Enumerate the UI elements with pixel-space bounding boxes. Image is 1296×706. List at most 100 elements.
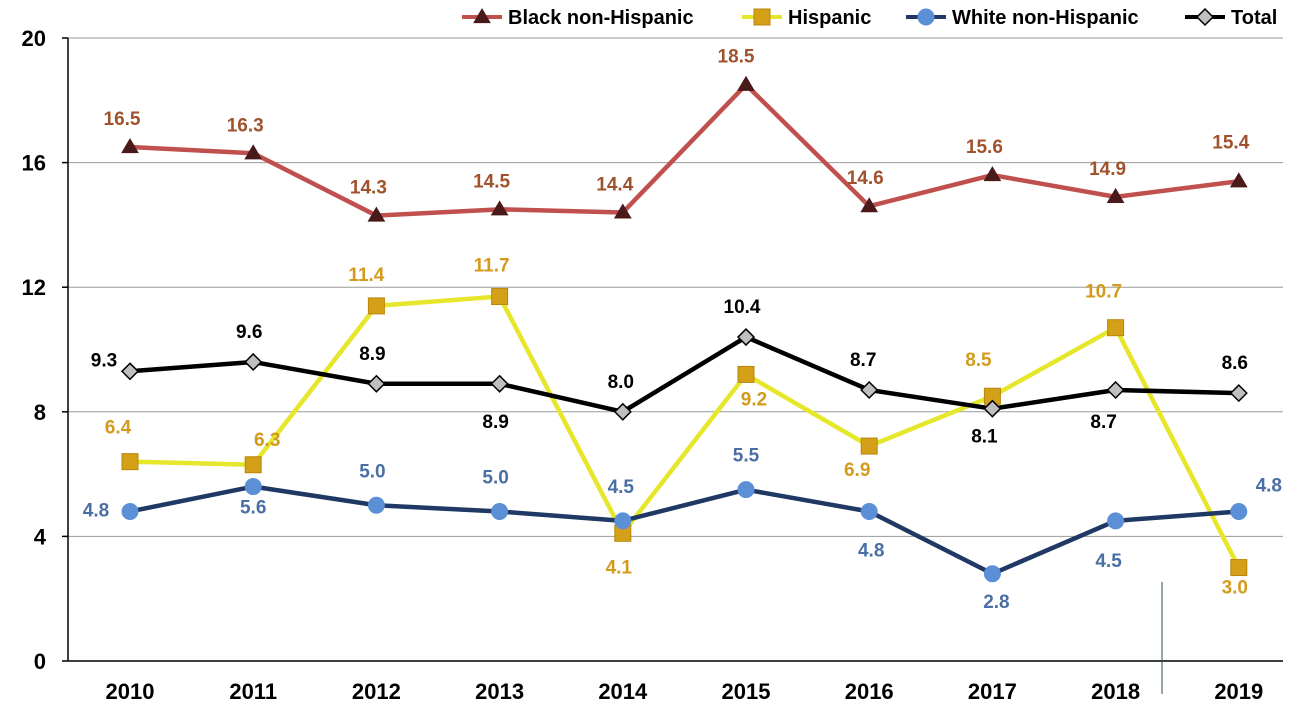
data-point-diamond — [860, 380, 879, 400]
data-label: 2.8 — [983, 592, 1009, 613]
data-label: 4.1 — [606, 557, 633, 578]
data-point-diamond — [983, 399, 1002, 418]
data-label: 14.9 — [1089, 159, 1126, 180]
data-point-triangle — [367, 206, 386, 222]
data-label: 14.6 — [847, 168, 884, 189]
data-label: 8.9 — [359, 344, 385, 365]
x-tick-label: 2017 — [968, 679, 1017, 704]
data-point-triangle — [490, 200, 509, 216]
data-label: 14.5 — [473, 171, 510, 192]
y-tick-label: 8 — [34, 400, 46, 425]
data-point-triangle — [244, 144, 263, 160]
data-label: 16.3 — [227, 115, 264, 136]
data-label: 4.8 — [858, 540, 884, 561]
data-point-triangle — [1106, 187, 1125, 203]
data-label: 8.9 — [482, 412, 508, 433]
data-point-square — [121, 453, 139, 471]
data-label: 9.6 — [236, 322, 262, 343]
series-line — [129, 82, 1240, 218]
data-label: 8.1 — [971, 427, 998, 448]
data-point-circle — [1107, 512, 1125, 530]
data-label: 3.0 — [1222, 578, 1248, 599]
data-label: 14.4 — [596, 174, 633, 195]
data-point-circle — [614, 512, 632, 530]
data-point-square — [860, 437, 878, 455]
data-point-circle — [367, 496, 385, 514]
data-label: 5.0 — [359, 461, 385, 482]
data-point-circle — [917, 8, 935, 26]
data-point-diamond — [1195, 7, 1215, 27]
data-label: 15.6 — [966, 137, 1003, 158]
x-tick-label: 2016 — [845, 679, 894, 704]
data-point-triangle — [473, 8, 491, 24]
data-label: 11.4 — [348, 265, 384, 286]
data-point-triangle — [121, 138, 139, 154]
data-label: 9.2 — [741, 389, 767, 410]
data-point-circle — [737, 481, 755, 499]
x-tick-label: 2015 — [722, 679, 771, 704]
data-point-square — [244, 456, 262, 474]
legend-label: Hispanic — [788, 7, 871, 29]
x-tick-label: 2019 — [1214, 679, 1263, 704]
y-tick-label: 12 — [22, 275, 46, 300]
data-point-triangle — [860, 197, 879, 213]
y-tick-label: 20 — [22, 26, 46, 51]
series-line — [129, 294, 1241, 569]
data-label: 8.6 — [1222, 353, 1248, 374]
data-point-circle — [491, 502, 509, 520]
x-tick-label: 2013 — [475, 679, 524, 704]
series-line — [129, 334, 1239, 415]
data-label: 8.0 — [608, 372, 634, 393]
data-label: 8.7 — [1090, 412, 1116, 433]
data-point-square — [737, 365, 755, 383]
x-tick-label: 2018 — [1091, 679, 1140, 704]
data-label: 15.4 — [1212, 132, 1249, 153]
legend-label: White non-Hispanic — [952, 7, 1139, 29]
data-point-triangle — [613, 203, 632, 219]
data-point-diamond — [367, 374, 386, 393]
data-label: 9.3 — [91, 350, 117, 371]
data-label: 5.6 — [240, 498, 266, 519]
x-tick-label: 2010 — [106, 679, 155, 704]
legend-label: Black non-Hispanic — [508, 7, 694, 29]
series-line — [129, 484, 1239, 577]
data-label: 4.8 — [1256, 475, 1282, 496]
legend-label: Total — [1231, 7, 1277, 29]
data-point-square — [491, 288, 509, 306]
data-label: 10.4 — [724, 297, 761, 318]
data-label: 10.7 — [1085, 282, 1122, 303]
data-label: 4.8 — [83, 500, 109, 521]
data-point-diamond — [736, 327, 756, 347]
data-label: 5.0 — [482, 467, 508, 488]
data-point-diamond — [244, 352, 263, 372]
x-tick-label: 2011 — [229, 679, 277, 704]
data-label: 6.3 — [254, 430, 280, 451]
data-point-circle — [860, 502, 878, 520]
data-label: 6.9 — [844, 460, 870, 481]
data-point-diamond — [1229, 384, 1248, 403]
data-label: 18.5 — [718, 47, 755, 68]
data-point-square — [367, 297, 385, 315]
data-point-circle — [121, 502, 139, 520]
data-point-diamond — [613, 402, 632, 421]
data-label: 11.7 — [474, 256, 510, 277]
y-tick-label: 16 — [22, 151, 46, 176]
data-point-triangle — [983, 166, 1002, 182]
data-label: 4.5 — [1095, 551, 1122, 572]
data-label: 14.3 — [350, 178, 387, 199]
data-point-square — [753, 8, 771, 26]
data-label: 8.7 — [850, 350, 876, 371]
data-point-diamond — [490, 374, 509, 393]
data-point-square — [1107, 319, 1125, 337]
data-point-diamond — [120, 362, 140, 381]
data-point-circle — [983, 565, 1001, 583]
data-label: 8.5 — [965, 350, 992, 371]
y-tick-label: 0 — [34, 649, 46, 674]
data-point-triangle — [737, 75, 755, 91]
data-label: 16.5 — [104, 109, 141, 130]
data-point-square — [1230, 559, 1248, 577]
data-label: 4.5 — [608, 477, 635, 498]
data-point-circle — [1230, 502, 1248, 520]
y-tick-label: 4 — [34, 524, 47, 549]
